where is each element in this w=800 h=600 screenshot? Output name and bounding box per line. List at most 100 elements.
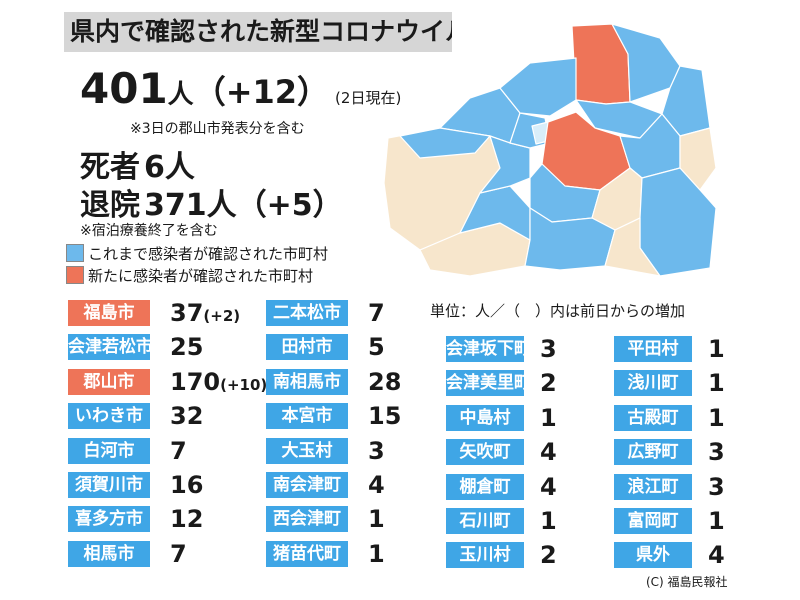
deaths-value: 6人 bbox=[144, 150, 195, 185]
legend-swatch-new bbox=[66, 266, 84, 284]
municipality-count-value: 1 bbox=[540, 404, 557, 432]
municipality-count: 2 bbox=[540, 542, 557, 568]
municipality-count: 1 bbox=[540, 405, 557, 431]
municipality-count: 1 bbox=[708, 508, 725, 534]
legend-label-confirmed: これまで感染者が確認された市町村 bbox=[88, 245, 329, 263]
total-delta: （+12） bbox=[193, 73, 330, 111]
municipality-count-value: 2 bbox=[540, 541, 557, 569]
municipality-name: 福島市 bbox=[68, 300, 150, 326]
legend-new: 新たに感染者が確認された市町村 bbox=[66, 266, 313, 286]
municipality-count: 37(+2) bbox=[170, 300, 240, 329]
total-count: 401 bbox=[80, 64, 168, 113]
municipality-count-value: 2 bbox=[540, 369, 557, 397]
municipality-name: 石川町 bbox=[446, 508, 524, 534]
page-title: 県内で確認された新型コロナウイルス感染者 bbox=[64, 12, 452, 52]
municipality-count-value: 170 bbox=[170, 368, 221, 396]
municipality-count-value: 1 bbox=[368, 540, 385, 568]
municipality-count: 15 bbox=[368, 403, 401, 429]
municipality-name: 棚倉町 bbox=[446, 474, 524, 500]
municipality-name: いわき市 bbox=[68, 403, 150, 429]
municipality-increase: (+10) bbox=[220, 376, 268, 394]
municipality-count-value: 15 bbox=[368, 402, 402, 430]
municipality-count-value: 7 bbox=[368, 299, 385, 327]
municipality-count-value: 1 bbox=[708, 369, 725, 397]
municipality-name: 会津美里町 bbox=[446, 370, 524, 396]
discharged-stat: 退院 371人（+5） bbox=[80, 180, 343, 224]
municipality-count-value: 4 bbox=[708, 541, 725, 569]
municipality-name: 矢吹町 bbox=[446, 439, 524, 465]
municipality-count: 28 bbox=[368, 369, 401, 395]
municipality-count: 4 bbox=[540, 439, 557, 465]
municipality-name: 西会津町 bbox=[266, 506, 348, 532]
municipality-count: 1 bbox=[368, 506, 385, 532]
discharged-note: ※宿泊療養終了を含む bbox=[80, 223, 218, 239]
municipality-name: 本宮市 bbox=[266, 403, 348, 429]
municipality-count-value: 16 bbox=[170, 471, 204, 499]
municipality-count: 3 bbox=[708, 439, 725, 465]
municipality-name: 中島村 bbox=[446, 405, 524, 431]
municipality-name: 県外 bbox=[614, 542, 692, 568]
municipality-count-value: 4 bbox=[540, 473, 557, 501]
municipality-count-value: 32 bbox=[170, 402, 204, 430]
municipality-count: 1 bbox=[540, 508, 557, 534]
municipality-count-value: 4 bbox=[540, 438, 557, 466]
municipality-count: 5 bbox=[368, 334, 385, 360]
total-note: ※3日の郡山市発表分を含む bbox=[130, 121, 305, 137]
municipality-name: 喜多方市 bbox=[68, 506, 150, 532]
municipality-name: 郡山市 bbox=[68, 369, 150, 395]
municipality-name: 南会津町 bbox=[266, 472, 348, 498]
municipality-name: 白河市 bbox=[68, 438, 150, 464]
municipality-count: 7 bbox=[368, 300, 385, 326]
discharged-label: 退院 bbox=[80, 188, 140, 223]
municipality-count-value: 1 bbox=[368, 505, 385, 533]
total-as-of: (2日現在) bbox=[335, 89, 402, 107]
municipality-count: 3 bbox=[708, 474, 725, 500]
municipality-count: 12 bbox=[170, 506, 203, 532]
unit-note: 単位：人／（ ）内は前日からの増加 bbox=[430, 302, 686, 320]
municipality-count: 2 bbox=[540, 370, 557, 396]
municipality-increase: (+2) bbox=[203, 307, 241, 325]
copyright-credit: (C) 福島民報社 bbox=[646, 575, 728, 589]
municipality-count-value: 25 bbox=[170, 333, 204, 361]
map-region-nishiaizu bbox=[399, 127, 491, 159]
municipality-count: 32 bbox=[170, 403, 203, 429]
municipality-name: 浪江町 bbox=[614, 474, 692, 500]
legend-label-new: 新たに感染者が確認された市町村 bbox=[88, 267, 314, 285]
municipality-count-value: 1 bbox=[708, 507, 725, 535]
municipality-count: 1 bbox=[708, 370, 725, 396]
municipality-name: 浅川町 bbox=[614, 370, 692, 396]
municipality-count: 1 bbox=[368, 541, 385, 567]
municipality-count-value: 3 bbox=[708, 473, 725, 501]
municipality-count: 4 bbox=[708, 542, 725, 568]
municipality-count: 170(+10) bbox=[170, 369, 267, 398]
municipality-count-value: 4 bbox=[368, 471, 385, 499]
municipality-name: 会津若松市 bbox=[68, 334, 150, 360]
municipality-count: 3 bbox=[368, 438, 385, 464]
municipality-count-value: 3 bbox=[540, 335, 557, 363]
municipality-count: 7 bbox=[170, 438, 187, 464]
municipality-name: 古殿町 bbox=[614, 405, 692, 431]
municipality-count: 1 bbox=[708, 405, 725, 431]
municipality-name: 相馬市 bbox=[68, 541, 150, 567]
municipality-name: 平田村 bbox=[614, 336, 692, 362]
municipality-name: 猪苗代町 bbox=[266, 541, 348, 567]
municipality-count: 1 bbox=[708, 336, 725, 362]
municipality-count-value: 37 bbox=[170, 299, 204, 327]
discharged-value: 371人（+5） bbox=[144, 188, 343, 223]
legend-confirmed: これまで感染者が確認された市町村 bbox=[66, 244, 328, 264]
prefecture-map bbox=[383, 23, 717, 277]
municipality-count-value: 12 bbox=[170, 505, 204, 533]
municipality-count-value: 3 bbox=[708, 438, 725, 466]
municipality-count-value: 28 bbox=[368, 368, 402, 396]
municipality-count: 16 bbox=[170, 472, 203, 498]
total-unit: 人 bbox=[167, 80, 194, 110]
municipality-count: 25 bbox=[170, 334, 203, 360]
municipality-count-value: 1 bbox=[540, 507, 557, 535]
municipality-count: 3 bbox=[540, 336, 557, 362]
municipality-count-value: 7 bbox=[170, 437, 187, 465]
municipality-name: 南相馬市 bbox=[266, 369, 348, 395]
municipality-count: 4 bbox=[368, 472, 385, 498]
municipality-name: 須賀川市 bbox=[68, 472, 150, 498]
municipality-count: 7 bbox=[170, 541, 187, 567]
legend-swatch-confirmed bbox=[66, 244, 84, 262]
